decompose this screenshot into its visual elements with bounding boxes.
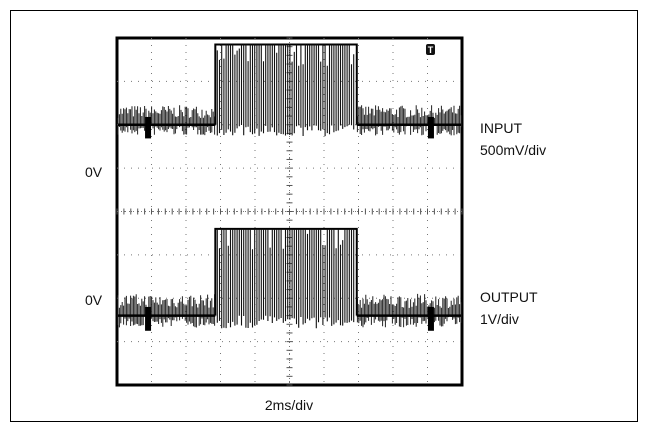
- burst-signal: [216, 44, 355, 137]
- burst-envelope: [214, 227, 358, 316]
- glitch-blob: [427, 116, 434, 139]
- trigger-marker-label: T: [428, 45, 434, 55]
- glitch-blob: [145, 116, 152, 139]
- output-zero-label: 0V: [85, 292, 103, 308]
- burst-signal: [216, 228, 355, 329]
- input-zero-label: 0V: [85, 164, 103, 180]
- trace-input: [117, 43, 462, 139]
- trigger-marker: T: [426, 44, 435, 55]
- output-channel-scale: 1V/div: [480, 311, 519, 327]
- glitch-blob: [145, 306, 152, 331]
- output-channel-name: OUTPUT: [480, 289, 538, 305]
- glitch-blob: [427, 306, 434, 331]
- trace-output: [117, 227, 462, 331]
- input-channel-scale: 500mV/div: [480, 142, 546, 158]
- scope-traces: [117, 43, 462, 331]
- time-scale-label: 2ms/div: [265, 397, 313, 413]
- input-channel-name: INPUT: [480, 120, 522, 136]
